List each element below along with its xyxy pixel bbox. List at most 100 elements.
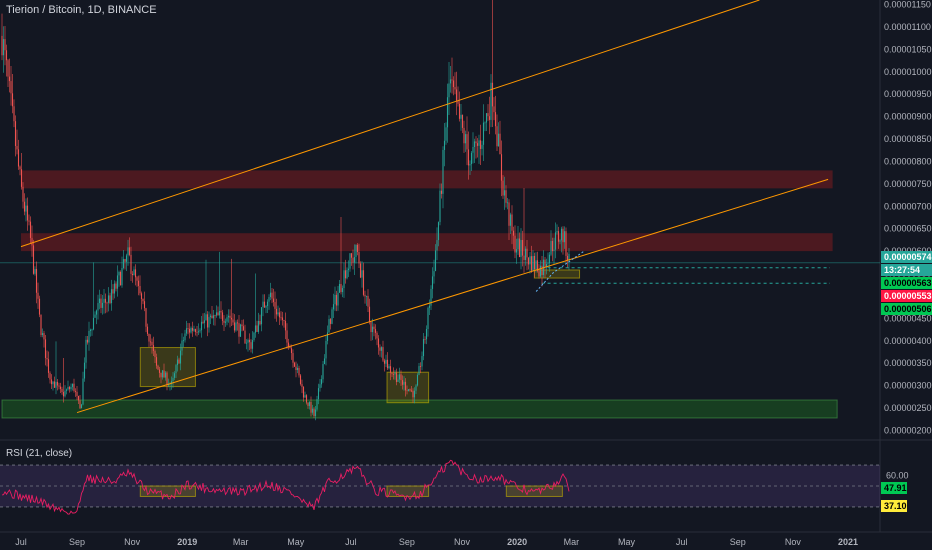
candle-body xyxy=(350,253,353,258)
candle-body xyxy=(395,372,398,382)
candle-body xyxy=(29,221,32,238)
accumulation-box xyxy=(139,347,196,388)
candle-body xyxy=(134,269,137,278)
candle-body xyxy=(332,304,335,310)
candle-body xyxy=(313,408,315,417)
candle-body xyxy=(379,347,381,351)
candle-body xyxy=(407,389,410,392)
candle-body xyxy=(386,359,389,369)
price-tick-label: 0.00000800 xyxy=(884,156,932,166)
candle-body xyxy=(146,326,149,334)
candle-body xyxy=(389,366,392,373)
candle-body xyxy=(541,265,543,276)
candle-body xyxy=(314,409,317,417)
price-label-bg xyxy=(881,277,932,289)
candle-body xyxy=(286,330,288,343)
candle-body xyxy=(23,201,26,212)
candle-body xyxy=(277,312,279,315)
candle-body xyxy=(107,295,110,303)
candle-body xyxy=(352,257,354,263)
candle-body xyxy=(418,366,420,375)
candle-body xyxy=(82,378,84,405)
candle-body xyxy=(308,401,311,406)
candle-body xyxy=(484,122,486,124)
candle-body xyxy=(470,152,473,165)
candle-body xyxy=(479,140,482,149)
time-tick-label: 2019 xyxy=(177,537,197,547)
candle-body xyxy=(530,256,533,271)
price-label-text: 0.00000574 xyxy=(884,252,932,262)
candle-body xyxy=(250,342,252,349)
candle-body xyxy=(227,315,230,318)
candle-body xyxy=(260,307,263,325)
candle-body xyxy=(391,372,393,374)
candle-body xyxy=(373,326,375,330)
candle-body xyxy=(137,280,140,286)
candle-body xyxy=(320,379,323,385)
price-tick-label: 0.00000450 xyxy=(884,313,932,323)
candle-body xyxy=(119,272,122,286)
candle-body xyxy=(229,315,231,318)
rsi-tick-label: 60.00 xyxy=(886,471,909,481)
candle-body xyxy=(536,260,539,272)
candle-body xyxy=(25,205,27,212)
candle-body xyxy=(502,180,504,196)
candle-body xyxy=(217,312,219,316)
candle-body xyxy=(434,250,437,272)
resistance-zone xyxy=(20,233,833,252)
candle-body xyxy=(184,333,186,341)
candle-body xyxy=(194,329,197,332)
candle-body xyxy=(100,298,102,308)
candle-body xyxy=(67,386,69,390)
candle-body xyxy=(83,362,86,379)
candle-body xyxy=(244,330,246,344)
candle-body xyxy=(392,373,395,375)
candle-body xyxy=(59,386,62,389)
price-tick-label: 0.00000250 xyxy=(884,403,932,413)
price-label-bg xyxy=(881,264,932,276)
candle-body xyxy=(65,389,68,391)
candle-body xyxy=(88,330,90,343)
candle-body xyxy=(455,89,458,101)
candle-body xyxy=(208,317,210,328)
price-tick-label: 0.00000700 xyxy=(884,201,932,211)
candle-body xyxy=(394,372,396,375)
candle-body xyxy=(437,222,440,241)
candle-body xyxy=(235,322,237,331)
candle-body xyxy=(509,214,512,226)
price-tick-label: 0.00001100 xyxy=(884,22,931,32)
candle-body xyxy=(506,202,509,204)
candle-body xyxy=(64,390,66,397)
candle-body xyxy=(359,263,362,278)
candle-body xyxy=(400,374,402,381)
candle-body xyxy=(562,228,564,243)
accumulation-box xyxy=(533,269,581,279)
price-tick-label: 0.00001150 xyxy=(884,0,931,9)
candle-body xyxy=(218,311,221,316)
candle-body xyxy=(148,333,150,342)
candle-body xyxy=(413,390,416,398)
candle-body xyxy=(95,310,98,315)
price-tick-label: 0.00000200 xyxy=(884,426,932,436)
candle-body xyxy=(557,231,560,242)
candle-body xyxy=(473,141,476,147)
price-label-text: 0.00000553 xyxy=(884,291,932,301)
candle-body xyxy=(113,283,116,294)
candle-body xyxy=(304,395,306,398)
candle-body xyxy=(200,321,203,331)
candle-body xyxy=(136,277,138,281)
candle-body xyxy=(376,332,378,339)
candle-body xyxy=(482,122,485,145)
price-label-bg xyxy=(881,251,932,263)
candle-body xyxy=(164,372,167,378)
candle-body xyxy=(76,391,78,396)
candle-body xyxy=(124,259,126,262)
candle-body xyxy=(563,231,566,243)
candle-body xyxy=(449,79,452,84)
candle-body xyxy=(380,347,383,351)
candle-body xyxy=(79,400,81,409)
time-tick-label: Mar xyxy=(233,537,249,547)
candle-body xyxy=(175,365,177,374)
rsi-label-bg xyxy=(881,500,907,512)
